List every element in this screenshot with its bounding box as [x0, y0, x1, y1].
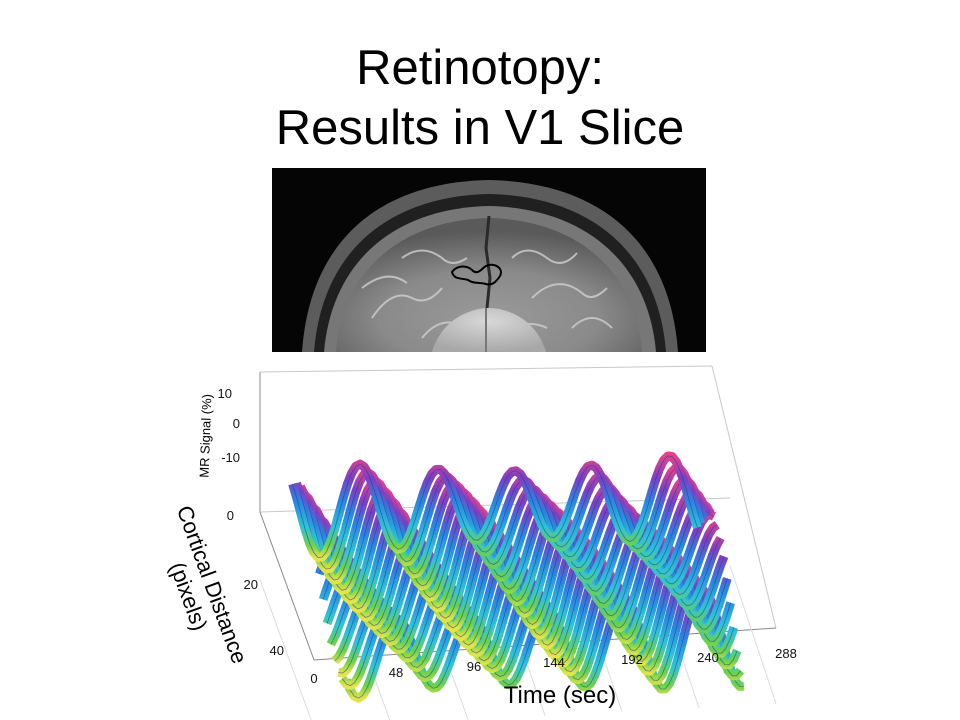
z-tick-label: 0: [233, 416, 240, 431]
y-tick-label: 0: [227, 508, 234, 523]
title-line-1: Retinotopy:: [356, 41, 604, 95]
z-tick-label: 10: [218, 386, 232, 401]
z-tick-label: -10: [221, 450, 240, 465]
x-tick-label: 0: [310, 671, 317, 686]
grid-line: [259, 579, 312, 720]
mri-brain-image: [272, 168, 706, 352]
x-tick-label: 240: [697, 650, 719, 665]
y-tick-label: 40: [270, 643, 284, 658]
x-tick-label: 192: [621, 652, 643, 667]
x-ticks: 0 48 96 144 192 240 288: [310, 646, 796, 686]
y-tick-label: 20: [244, 577, 258, 592]
x-tick-label: 144: [543, 655, 565, 670]
slide-title: Retinotopy: Results in V1 Slice: [0, 38, 960, 158]
x-tick-label: 288: [775, 646, 797, 661]
surface-mesh-line: [292, 455, 698, 558]
v1-outline: [450, 263, 502, 286]
y-axis-label: Cortical Distance (pixels): [147, 502, 254, 681]
surface-mesh: [288, 451, 745, 703]
y-ticks: 0 20 40: [227, 508, 284, 658]
grid-line: [729, 565, 777, 704]
x-tick-label: 96: [467, 659, 481, 674]
mri-slice-drawing: [272, 168, 706, 352]
z-ticks: 10 0 -10: [218, 386, 240, 465]
x-axis-label: Time (sec): [504, 682, 616, 709]
x-tick-label: 48: [389, 665, 403, 680]
title-line-2: Results in V1 Slice: [275, 101, 685, 155]
z-axis-label: MR Signal (%): [197, 394, 215, 478]
